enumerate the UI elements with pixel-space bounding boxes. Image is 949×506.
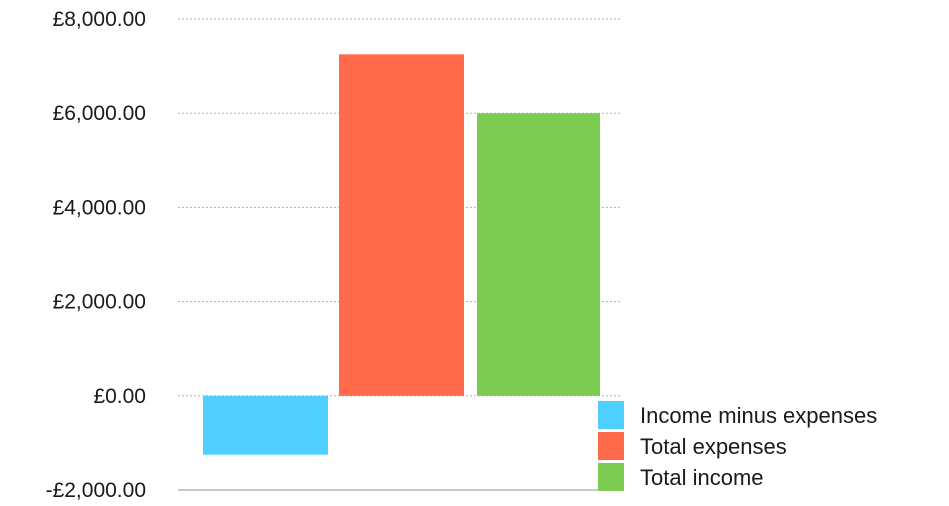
y-tick-label: £2,000.00 — [53, 291, 146, 314]
legend-swatch — [598, 432, 624, 460]
legend-label: Total income — [640, 465, 764, 490]
y-tick-label: £6,000.00 — [53, 102, 146, 125]
y-tick-label: £8,000.00 — [53, 8, 146, 31]
legend-label: Income minus expenses — [640, 403, 877, 428]
y-axis-ticks: -£2,000.00 £0.00 £2,000.00 £4,000.00 £6,000.… — [46, 8, 146, 502]
y-tick-label: £4,000.00 — [53, 196, 146, 219]
legend-label: Total expenses — [640, 434, 787, 459]
bar-total-expenses — [339, 54, 464, 396]
legend-swatch — [598, 401, 624, 429]
legend: Income minus expenses Total expenses Total… — [598, 401, 877, 491]
bar-total-income — [477, 113, 600, 396]
y-tick-label: £0.00 — [93, 385, 146, 408]
y-tick-label: -£2,000.00 — [46, 479, 146, 502]
legend-swatch — [598, 463, 624, 491]
bar-income-minus-expenses — [203, 395, 328, 455]
bars — [203, 54, 600, 455]
